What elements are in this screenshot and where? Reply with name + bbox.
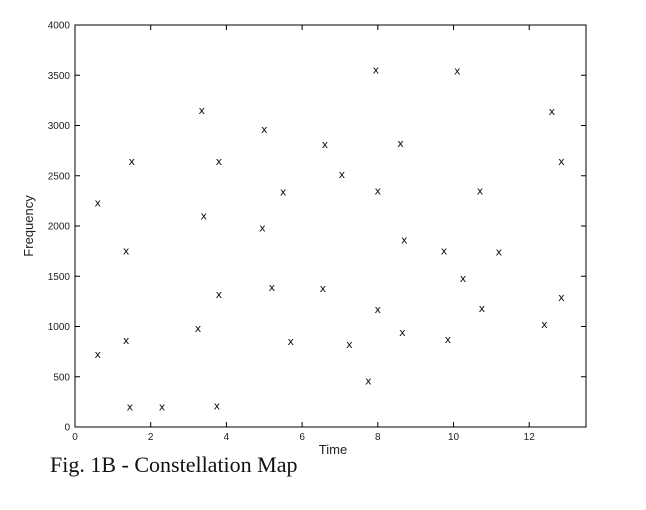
scatter-point: x [375, 303, 382, 316]
x-axis-label: Time [319, 442, 347, 457]
x-tick-label: 10 [448, 432, 460, 443]
scatter-point: x [200, 209, 207, 222]
scatter-point: x [127, 400, 134, 413]
y-tick-label: 2000 [48, 222, 71, 233]
scatter-point: x [261, 123, 268, 136]
scatter-point: x [259, 222, 266, 235]
y-tick-label: 2500 [48, 171, 71, 182]
y-tick-label: 3000 [48, 121, 71, 132]
scatter-point: x [339, 168, 346, 181]
scatter-point: x [94, 196, 101, 209]
y-axis-label: Frequency [21, 195, 36, 257]
y-tick-label: 1500 [48, 272, 71, 283]
x-axis-ticks: 0 2 4 6 8 10 12 [72, 25, 535, 443]
x-tick-label: 12 [524, 432, 536, 443]
x-tick-label: 6 [299, 432, 305, 443]
scatter-point: x [375, 184, 382, 197]
plot-frame [74, 24, 587, 428]
scatter-point: x [445, 333, 452, 346]
y-tick-label: 3500 [48, 71, 71, 82]
scatter-point: x [159, 400, 166, 413]
scatter-point: x [365, 374, 372, 387]
scatter-point: x [269, 281, 276, 294]
scatter-point: x [320, 282, 327, 295]
scatter-point: x [123, 334, 130, 347]
x-tick-label: 8 [375, 432, 381, 443]
scatter-point: x [94, 348, 101, 361]
scatter-point: x [549, 105, 556, 118]
scatter-point: x [397, 137, 404, 150]
scatter-point: x [558, 291, 565, 304]
scatter-point: x [399, 326, 406, 339]
scatter-point: x [558, 155, 565, 168]
x-tick-label: 2 [148, 432, 154, 443]
y-tick-label: 4000 [48, 21, 71, 32]
figure-caption: Fig. 1B - Constellation Map [50, 452, 298, 477]
scatter-point: x [216, 155, 223, 168]
scatter-point: x [199, 104, 206, 117]
x-tick-label: 4 [224, 432, 230, 443]
scatter-point: x [287, 335, 294, 348]
scatter-point: x [460, 272, 467, 285]
y-tick-label: 0 [64, 423, 70, 434]
scatter-point: x [479, 302, 486, 315]
scatter-point: x [496, 246, 503, 259]
scatter-point: x [541, 318, 548, 331]
y-axis-ticks: 0 500 1000 1500 2000 2500 3000 3500 4000 [48, 21, 586, 434]
y-tick-label: 1000 [48, 322, 71, 333]
scatter-point: x [322, 138, 329, 151]
scatter-points: x x x x x x x x x x x x x x x x x x x x x x x x x x x x x x x x x x x x x x x x [94, 64, 565, 414]
scatter-point: x [454, 65, 461, 78]
scatter-point: x [129, 155, 136, 168]
scatter-point: x [216, 288, 223, 301]
scatter-point: x [346, 338, 353, 351]
scatter-point: x [280, 185, 287, 198]
scatter-point: x [195, 322, 202, 335]
y-tick-label: 500 [53, 372, 70, 383]
scatter-point: x [123, 245, 130, 258]
scatter-point: x [373, 64, 380, 77]
scatter-point: x [441, 245, 448, 258]
scatter-point: x [401, 234, 408, 247]
x-tick-label: 0 [72, 432, 78, 443]
scatter-point: x [477, 184, 484, 197]
scatter-point: x [214, 399, 221, 412]
